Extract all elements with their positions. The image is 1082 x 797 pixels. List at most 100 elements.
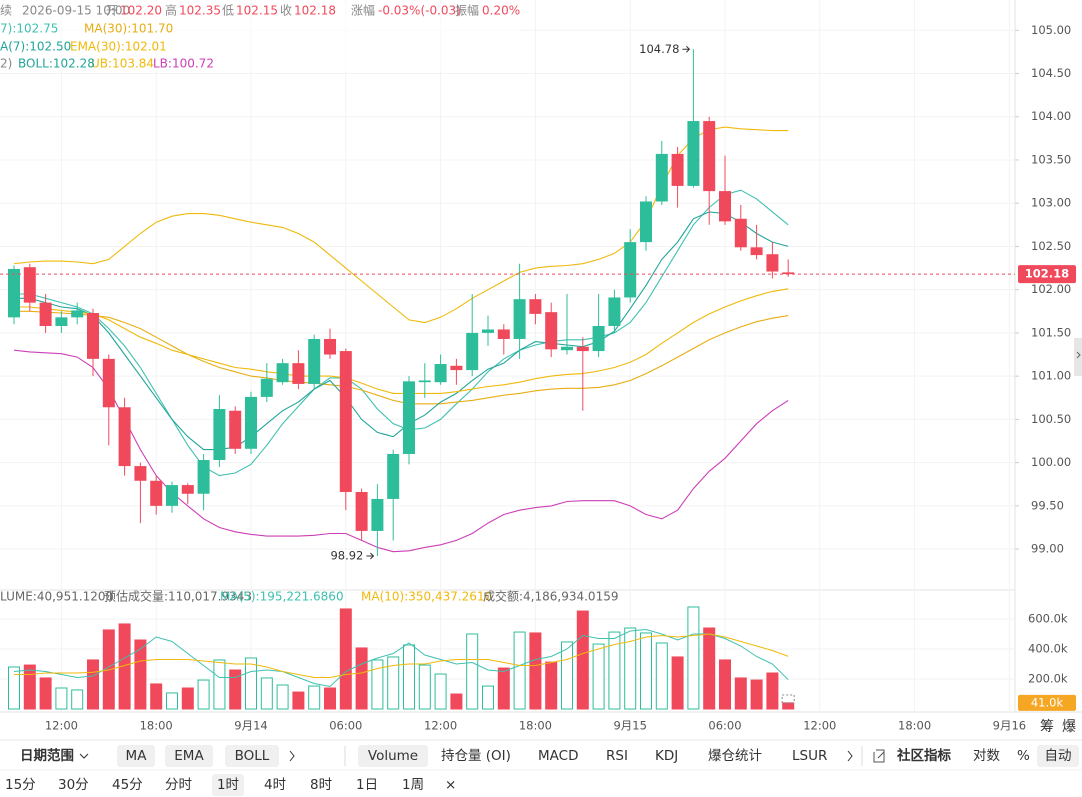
field-label: 低 (222, 4, 234, 18)
volume-bar (245, 657, 257, 710)
last-price-label: 102.18 (1025, 267, 1069, 281)
overlay-button-bg[interactable] (225, 745, 279, 767)
indicator-label: EMA(30):102.01 (70, 40, 167, 54)
y-tick-label: 101.50 (1031, 325, 1071, 339)
indicator-button[interactable]: MACD (538, 748, 578, 764)
volume-bar (482, 685, 494, 710)
field-value: 0.20% (482, 4, 520, 18)
x-tick-label: 18:00 (898, 719, 931, 733)
date-range-button[interactable]: 日期范围 (20, 747, 74, 764)
candle-body (324, 338, 336, 355)
volume-bar (102, 629, 115, 710)
close-button[interactable]: × (445, 777, 456, 793)
volume-bar (276, 684, 289, 710)
candle-body (750, 247, 763, 256)
candle-body (387, 453, 400, 499)
x-tick-label: 9月15 (613, 719, 646, 733)
indicator-button[interactable]: 爆仓统计 (708, 748, 762, 764)
more-arrow (847, 750, 853, 762)
indicator-button[interactable]: Volume (368, 748, 418, 764)
candle-body (55, 317, 68, 326)
overlay-button[interactable]: MA (126, 748, 148, 764)
field-value: 102.35 (179, 4, 221, 18)
y-tick-label: 102.50 (1031, 239, 1071, 253)
interval-button[interactable]: 1时 (217, 777, 239, 793)
candle-body (166, 485, 178, 506)
field-label: 高 (165, 3, 177, 18)
y-tick-label: 200.0k (1028, 672, 1068, 686)
interval-button-bg[interactable] (212, 774, 244, 796)
candle-body (782, 272, 795, 275)
auto-button-bg[interactable] (1037, 745, 1079, 767)
volume-bar (782, 702, 795, 710)
high-marker: 104.78 (639, 42, 679, 56)
log-button[interactable]: 对数 (973, 748, 1001, 764)
candle-body (39, 302, 52, 326)
indicator-button[interactable]: LSUR (792, 748, 827, 764)
indicator-label: LB:100.72 (153, 57, 214, 71)
overlay-button[interactable]: BOLL (235, 748, 270, 764)
y-tick-label: 400.0k (1028, 642, 1068, 656)
arrow (682, 45, 691, 53)
y-tick-label: 99.00 (1031, 542, 1064, 556)
volume-bar (260, 677, 273, 710)
candle-body (719, 191, 731, 222)
arrow (366, 552, 375, 560)
interval-button[interactable]: 30分 (58, 777, 89, 793)
volume-bar (8, 666, 20, 710)
interval-button[interactable]: 4时 (264, 777, 286, 793)
candle-body (134, 466, 147, 481)
candle-body (466, 332, 479, 371)
overlay-button-bg[interactable] (117, 745, 155, 767)
candle-body (450, 365, 463, 371)
volume-bar (592, 643, 605, 710)
overlay-button[interactable]: EMA (174, 748, 204, 764)
auto-button[interactable]: 自动 (1045, 748, 1072, 764)
y-tick-label: 100.50 (1031, 412, 1071, 426)
candle-body (102, 358, 115, 408)
indicator-button[interactable]: KDJ (655, 748, 678, 764)
volume-bar (434, 673, 447, 710)
volume-bar (576, 610, 589, 710)
candle-body (561, 346, 573, 351)
candle-body (671, 153, 684, 186)
percent-button[interactable]: % (1017, 748, 1030, 764)
interval-button[interactable]: 1周 (402, 777, 424, 793)
volume-bar (545, 661, 558, 710)
indicator-line (14, 288, 789, 394)
edit-icon (873, 749, 885, 763)
indicator-button[interactable]: 持仓量 (OI) (441, 748, 511, 764)
candle-body (655, 153, 668, 202)
candle-body (197, 460, 210, 494)
interval-button[interactable]: 1日 (356, 777, 378, 793)
indicator-button-bg[interactable] (358, 745, 428, 767)
interval-button[interactable]: 分时 (165, 777, 192, 793)
candle-body (260, 378, 273, 397)
interval-button[interactable]: 8时 (310, 777, 332, 793)
volume-bar (387, 656, 400, 710)
indicator-button[interactable]: RSI (606, 748, 628, 764)
x-tick-label: 12:00 (424, 719, 457, 733)
candle-body (118, 407, 131, 467)
field-label: 开 (106, 4, 118, 18)
more-arrow (289, 750, 295, 762)
interval-button[interactable]: 15分 (5, 777, 36, 793)
volume-bar (213, 659, 226, 710)
y-tick-label: 101.00 (1031, 369, 1071, 383)
volume-bar (450, 693, 463, 710)
community-button[interactable]: 社区指标 (896, 747, 951, 764)
volume-estimate: 预估成交量:110,017.9343 (104, 589, 252, 604)
volume-bar (23, 664, 36, 710)
interval-button[interactable]: 45分 (112, 777, 143, 793)
indicator-line (14, 189, 789, 477)
volume-bar (497, 667, 510, 710)
y-tick-label: 104.00 (1031, 109, 1071, 123)
candle-body (339, 351, 352, 493)
overlay-button-bg[interactable] (165, 745, 213, 767)
indicator-label: BOLL:102.28 (18, 57, 95, 71)
candle-body (213, 409, 226, 461)
candle-body (608, 297, 621, 326)
field-value: 102.20 (120, 4, 162, 18)
indicator-line (13, 628, 789, 688)
volume-ma-label: MA(5):195,221.6860 (220, 590, 344, 604)
